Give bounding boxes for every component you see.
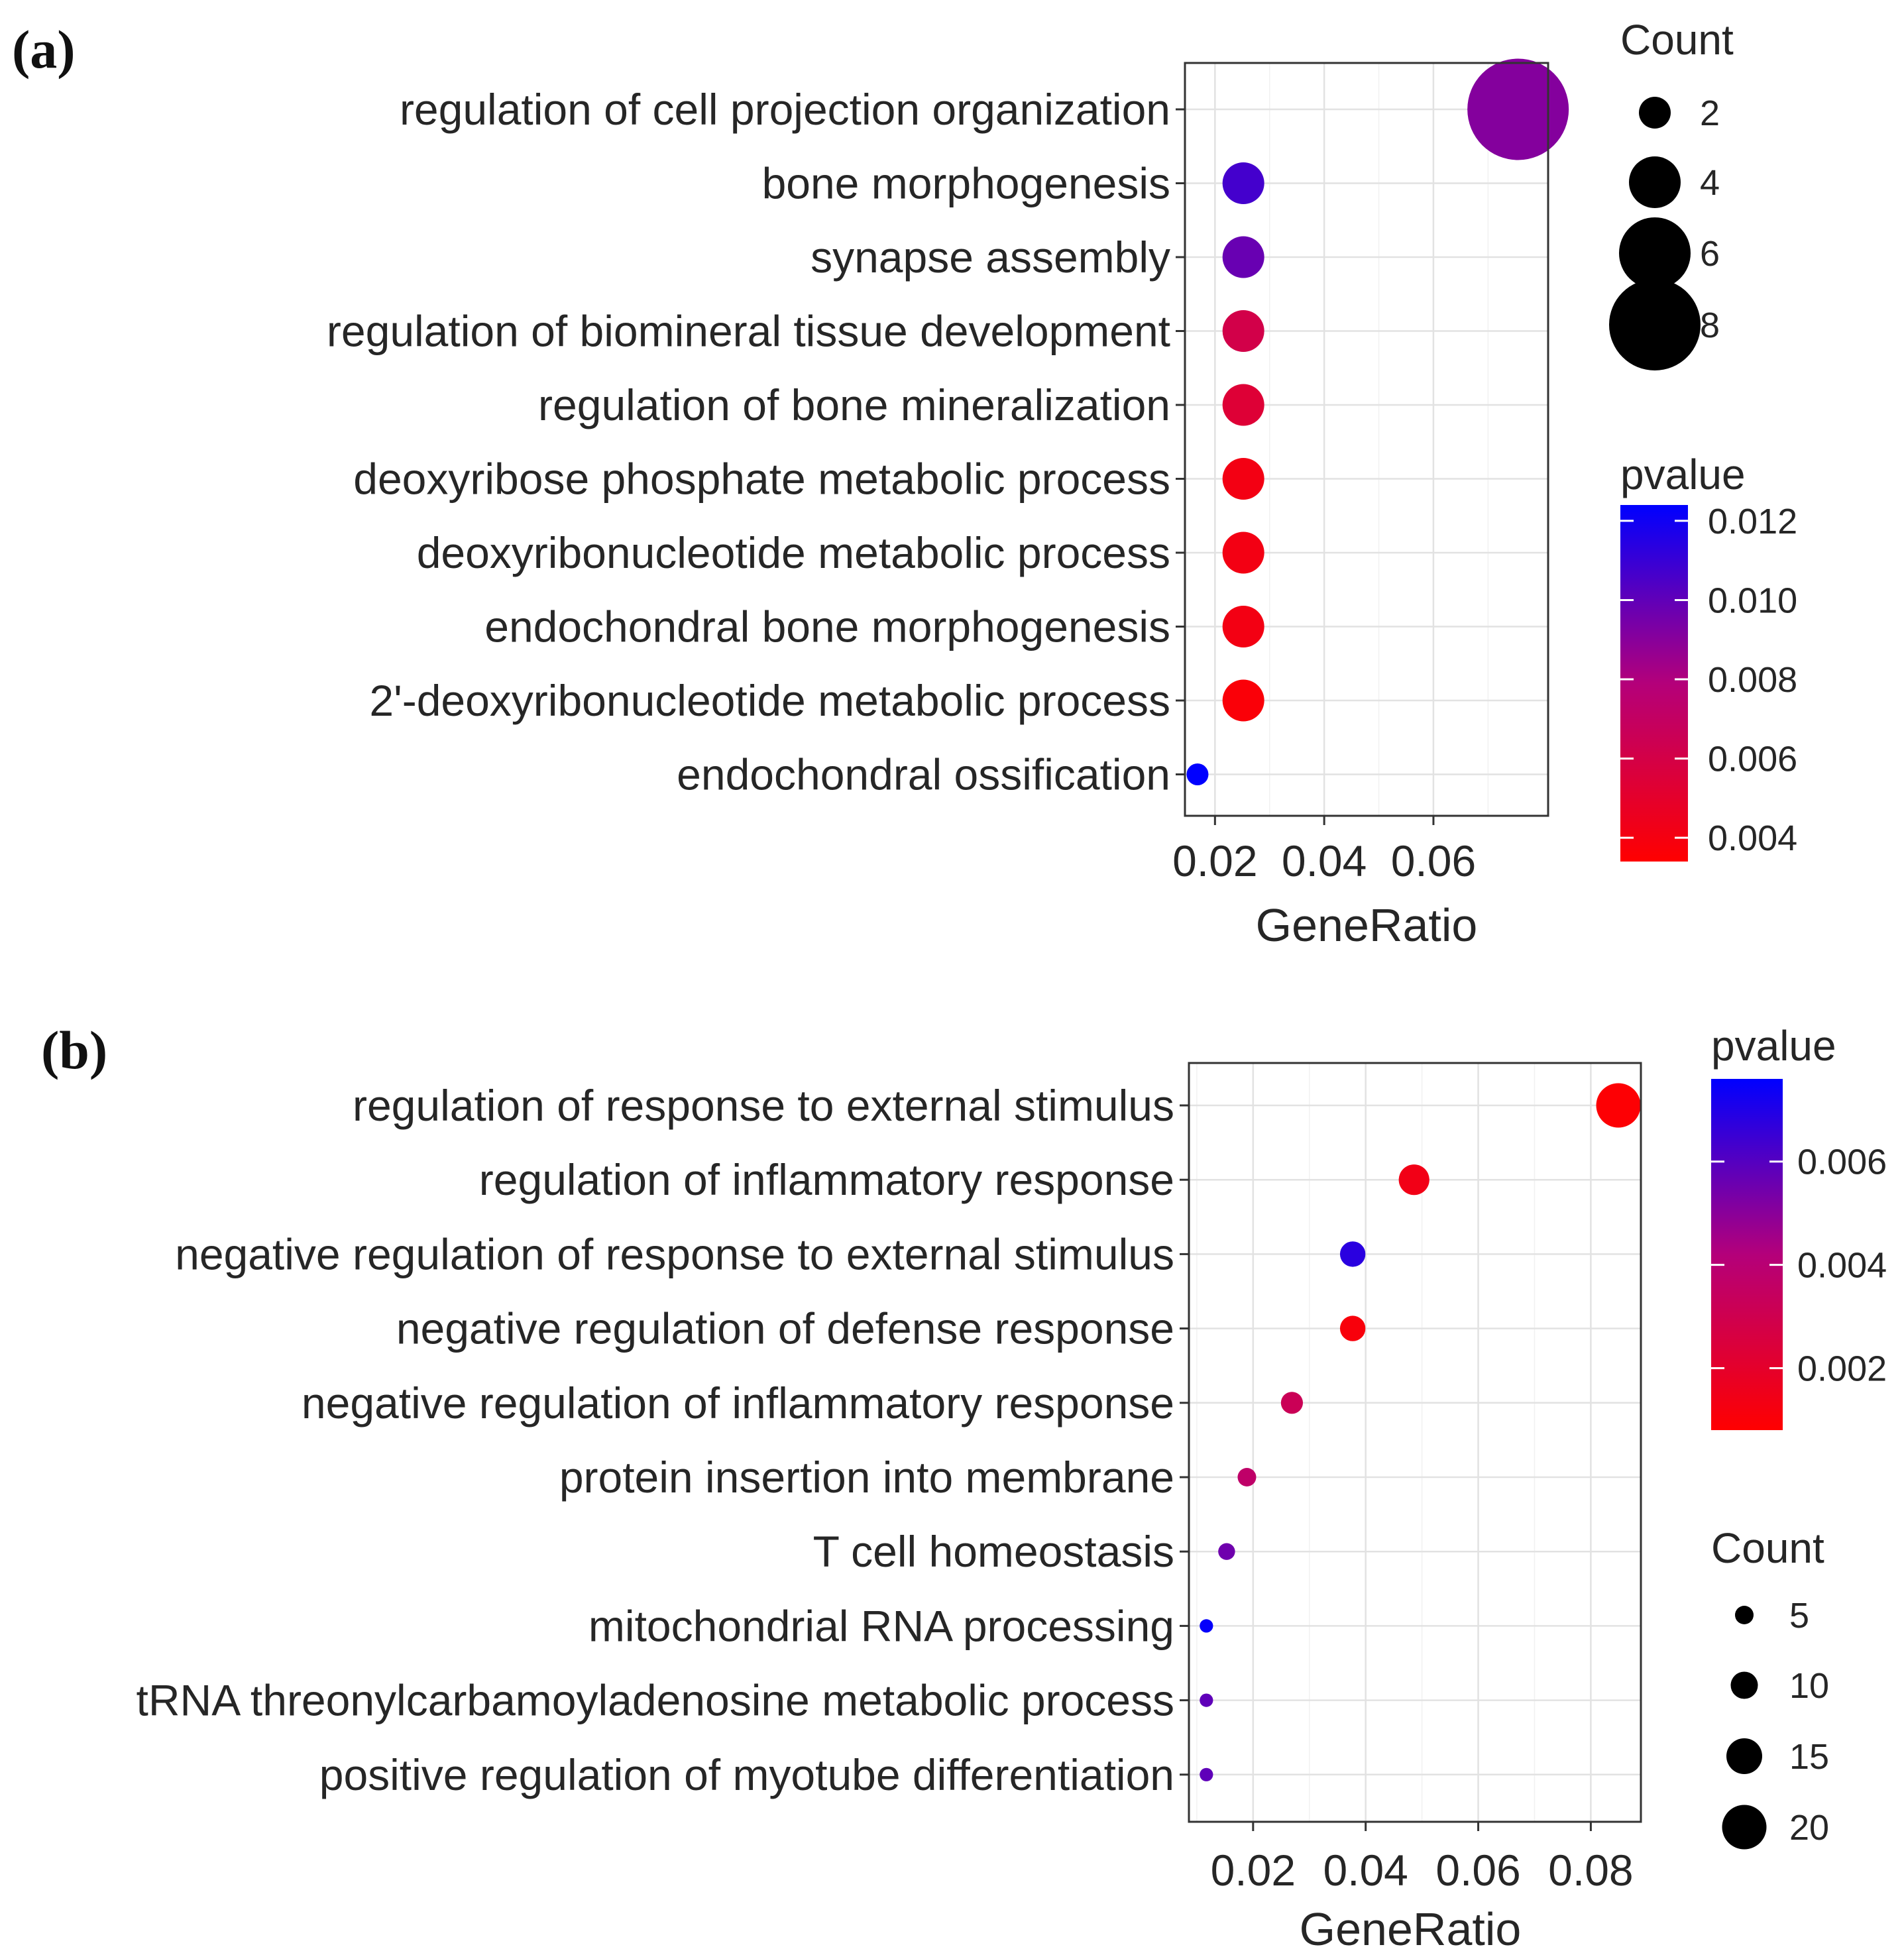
panel-b-plot-frame: [1188, 1062, 1642, 1823]
data-point: [1200, 1767, 1213, 1781]
colorbar-tick-label: 0.004: [1797, 1246, 1887, 1286]
size-legend-label: 2: [1700, 93, 1720, 133]
panel-b-color-legend-title: pvalue: [1711, 1022, 1836, 1070]
size-legend-key: [1619, 217, 1691, 289]
data-point: [1339, 1315, 1366, 1341]
panel-b-points: [1200, 1083, 1641, 1781]
panel-b-x-axis-title: GeneRatio: [1300, 1903, 1522, 1955]
panel-b-colorbar: [1711, 1079, 1783, 1430]
x-tick-label: 0.04: [1282, 836, 1367, 885]
data-point: [1237, 1468, 1257, 1486]
size-legend-label: 20: [1789, 1808, 1829, 1848]
size-legend-label: 6: [1700, 234, 1720, 274]
data-point: [1339, 1241, 1366, 1267]
size-legend-key: [1722, 1805, 1767, 1850]
colorbar-tick-label: 0.008: [1708, 660, 1797, 700]
y-tick-label: regulation of bone mineralization: [538, 380, 1170, 429]
y-tick-label: T cell homeostasis: [813, 1527, 1174, 1576]
y-tick-label: negative regulation of response to exter…: [175, 1229, 1174, 1278]
y-tick-label: negative regulation of inflammatory resp…: [302, 1378, 1174, 1427]
data-point: [1467, 58, 1569, 160]
colorbar-tick-label: 0.002: [1797, 1349, 1887, 1388]
panel-b: (b) regulation of response to external s…: [41, 1020, 1887, 1955]
data-point: [1280, 1392, 1304, 1414]
panel-a-points: [1186, 58, 1569, 785]
y-tick-label: regulation of inflammatory response: [479, 1155, 1174, 1204]
data-point: [1218, 1543, 1235, 1560]
y-tick-label: protein insertion into membrane: [559, 1453, 1174, 1502]
y-tick-label: synapse assembly: [811, 233, 1170, 282]
size-legend-label: 10: [1789, 1666, 1829, 1706]
size-legend-label: 5: [1789, 1596, 1809, 1636]
y-tick-label: bone morphogenesis: [762, 159, 1170, 208]
data-point: [1222, 531, 1264, 574]
x-tick-label: 0.08: [1548, 1846, 1633, 1895]
y-tick-label: tRNA threonylcarbamoyladenosine metaboli…: [137, 1676, 1174, 1725]
panel-a-size-legend: Count 2 4 6 8: [1609, 16, 1734, 370]
data-point: [1222, 310, 1264, 352]
panel-a: (a) regulation of cell projection organi…: [12, 16, 1797, 951]
y-tick-label: endochondral bone morphogenesis: [484, 602, 1170, 651]
size-legend-key: [1735, 1606, 1754, 1624]
data-point: [1222, 236, 1264, 278]
panel-a-x-axis-title: GeneRatio: [1256, 899, 1478, 951]
panel-b-letter: (b): [41, 1020, 107, 1080]
colorbar-tick-label: 0.010: [1708, 581, 1797, 620]
panel-b-size-legend: Count 5 10 15 20: [1711, 1524, 1829, 1850]
size-legend-key: [1609, 279, 1701, 370]
y-tick-label: deoxyribonucleotide metabolic process: [417, 528, 1170, 577]
data-point: [1200, 1619, 1213, 1633]
size-legend-key: [1730, 1671, 1758, 1699]
panel-b-color-legend: pvalue 0.006 0.004 0.002: [1711, 1022, 1887, 1430]
colorbar-tick-label: 0.004: [1708, 818, 1797, 858]
data-point: [1222, 384, 1264, 426]
size-legend-key: [1726, 1738, 1762, 1774]
panel-a-color-legend: pvalue 0.012 0.010 0.008 0.006 0.004: [1620, 451, 1797, 862]
y-tick-label: regulation of cell projection organizati…: [400, 85, 1170, 134]
y-tick-label: deoxyribose phosphate metabolic process: [353, 455, 1170, 504]
panel-a-letter: (a): [12, 19, 76, 80]
data-point: [1200, 1693, 1213, 1707]
data-point: [1222, 458, 1264, 500]
x-tick-label: 0.06: [1391, 836, 1476, 885]
data-point: [1222, 606, 1264, 647]
panel-a-color-legend-title: pvalue: [1620, 451, 1746, 498]
panel-b-x-axis: 0.02 0.04 0.06 0.08: [1211, 1822, 1634, 1895]
y-tick-label: endochondral ossification: [677, 750, 1170, 799]
data-point: [1596, 1083, 1641, 1128]
x-tick-label: 0.02: [1211, 1846, 1296, 1895]
x-tick-label: 0.06: [1435, 1846, 1520, 1895]
panel-b-y-axis: regulation of response to external stimu…: [137, 1081, 1189, 1799]
y-tick-label: positive regulation of myotube different…: [319, 1750, 1174, 1799]
y-tick-label: negative regulation of defense response: [396, 1304, 1174, 1353]
panel-a-size-legend-title: Count: [1620, 16, 1734, 64]
panel-a-plot-frame: [1184, 62, 1549, 817]
y-tick-label: regulation of biomineral tissue developm…: [327, 307, 1170, 356]
panel-b-size-legend-title: Count: [1711, 1524, 1824, 1572]
data-point: [1222, 679, 1264, 722]
size-legend-key: [1629, 156, 1681, 208]
panel-a-colorbar: [1620, 505, 1688, 862]
size-legend-key: [1639, 97, 1671, 129]
y-tick-label: regulation of response to external stimu…: [353, 1081, 1174, 1130]
size-legend-label: 8: [1700, 306, 1720, 345]
y-tick-label: 2'-deoxyribonucleotide metabolic process: [369, 676, 1170, 725]
panel-a-x-axis: 0.02 0.04 0.06: [1172, 816, 1476, 885]
data-point: [1398, 1164, 1429, 1196]
colorbar-tick-label: 0.006: [1797, 1143, 1887, 1182]
colorbar-tick-label: 0.012: [1708, 502, 1797, 541]
x-tick-label: 0.02: [1172, 836, 1257, 885]
x-tick-label: 0.04: [1323, 1846, 1408, 1895]
data-point: [1186, 763, 1209, 785]
panel-a-y-axis: regulation of cell projection organizati…: [327, 85, 1185, 799]
size-legend-label: 4: [1700, 163, 1720, 203]
data-point: [1222, 162, 1264, 204]
colorbar-tick-label: 0.006: [1708, 740, 1797, 779]
y-tick-label: mitochondrial RNA processing: [588, 1601, 1174, 1650]
size-legend-label: 15: [1789, 1737, 1829, 1777]
